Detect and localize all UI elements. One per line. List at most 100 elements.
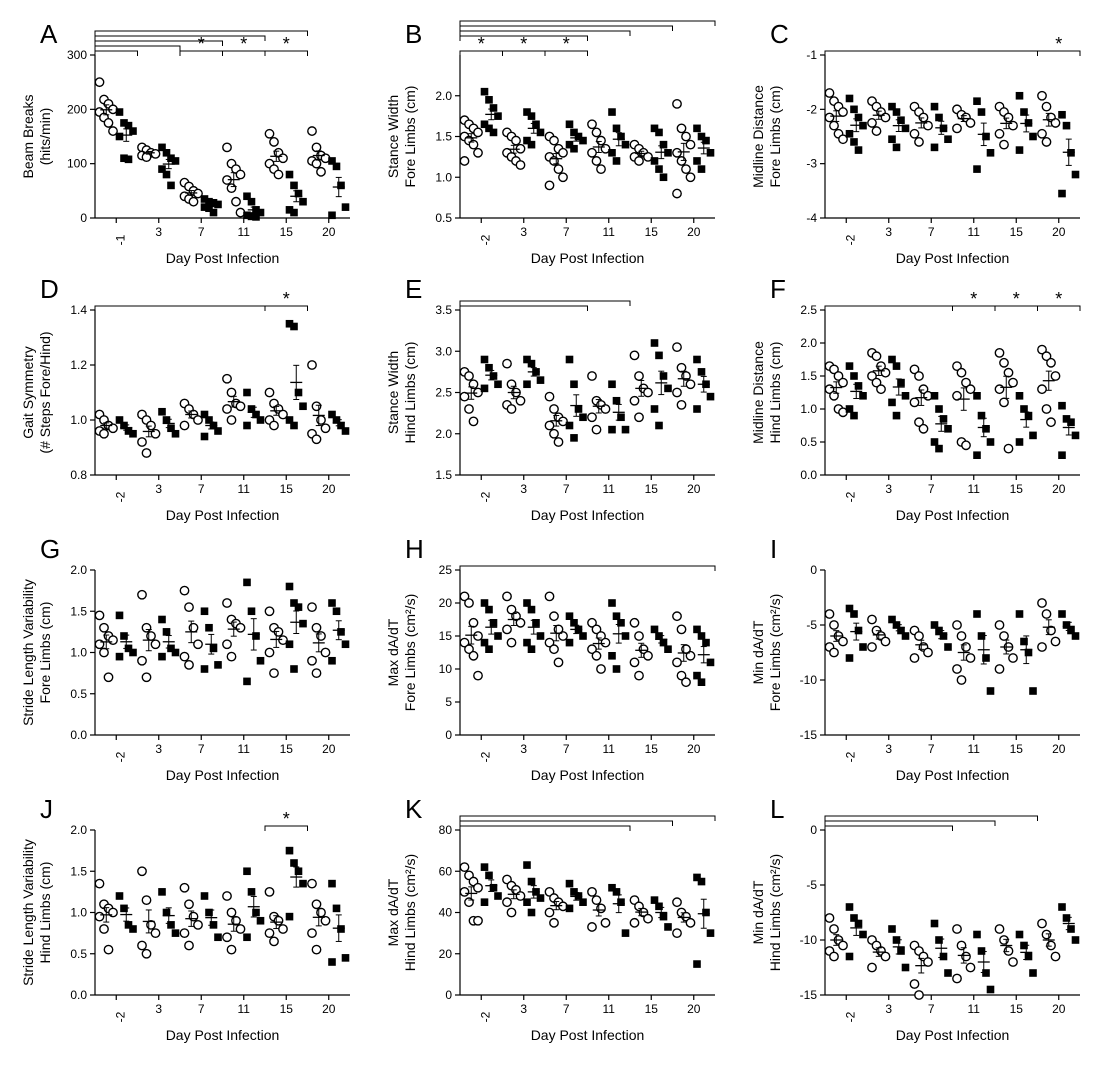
data-point-open xyxy=(587,617,597,628)
x-tick-label: -2 xyxy=(113,1011,127,1022)
data-point-open xyxy=(838,940,848,951)
data-point-open xyxy=(909,653,920,663)
data-point-open xyxy=(676,123,687,134)
data-point-filled xyxy=(294,189,303,198)
data-point-open xyxy=(141,948,152,959)
data-point-open xyxy=(468,379,479,390)
significance-star: * xyxy=(563,34,570,54)
panel-J: J 0.0 0.5 1.0 1.5 2.0 -2 3 7 11 15 20 Day Post Infec… xyxy=(20,794,350,1043)
x-tick-label: 20 xyxy=(322,225,336,239)
data-point-filled xyxy=(494,892,502,900)
data-point-filled xyxy=(939,632,948,640)
y-axis-label: Stride Length VariabilityFore Limbs (cm) xyxy=(20,579,53,726)
data-point-filled xyxy=(1062,914,1071,922)
y-tick-label: 15 xyxy=(439,629,453,643)
data-point-filled xyxy=(485,124,493,133)
data-point-filled xyxy=(480,120,489,129)
significance-bracket xyxy=(1037,305,1081,311)
data-point-filled xyxy=(617,132,625,141)
significance-bracket xyxy=(459,820,673,826)
x-tick-label: 3 xyxy=(520,225,527,239)
data-point-open xyxy=(952,973,962,984)
data-point-filled xyxy=(1071,936,1080,944)
data-point-open xyxy=(1037,344,1047,355)
data-point-filled xyxy=(1062,121,1071,130)
x-tick-label: 20 xyxy=(1052,1002,1066,1016)
data-point-open xyxy=(676,624,687,635)
data-point-filled xyxy=(536,128,545,137)
data-point-filled xyxy=(523,136,531,145)
data-point-open xyxy=(137,589,147,600)
data-point-filled xyxy=(977,947,986,955)
y-tick-label: 1.0 xyxy=(70,646,87,660)
data-point-filled xyxy=(200,665,209,673)
x-tick-label: 11 xyxy=(603,225,616,239)
data-point-filled xyxy=(162,416,171,424)
data-point-open xyxy=(184,659,194,670)
data-point-filled xyxy=(341,203,350,211)
data-point-filled xyxy=(167,154,175,163)
x-tick-label: 3 xyxy=(885,742,892,756)
data-point-open xyxy=(676,362,687,373)
data-point-filled xyxy=(897,378,905,387)
data-point-open xyxy=(544,391,555,402)
y-tick-label: 2.5 xyxy=(800,303,817,317)
data-point-open xyxy=(994,664,1005,674)
y-axis-label-line: Hind Limbs (cm) xyxy=(37,862,53,964)
data-point-open xyxy=(591,127,602,138)
data-point-open xyxy=(226,183,237,194)
y-tick-label: 25 xyxy=(439,563,453,577)
data-point-filled xyxy=(200,195,209,203)
data-point-filled xyxy=(527,359,536,368)
data-point-filled xyxy=(243,867,251,876)
data-point-open xyxy=(311,944,322,955)
data-point-open xyxy=(235,169,246,180)
data-point-filled xyxy=(256,208,265,217)
data-point-filled xyxy=(527,908,536,917)
data-point-open xyxy=(838,377,848,388)
data-point-filled xyxy=(845,903,854,911)
data-point-filled xyxy=(1029,969,1037,977)
data-point-open xyxy=(914,137,924,147)
y-tick-label: 2.0 xyxy=(800,336,817,350)
x-axis-label: Day Post Infection xyxy=(896,250,1010,266)
data-point-filled xyxy=(655,128,663,137)
y-tick-label: 0 xyxy=(810,823,817,837)
data-point-filled xyxy=(612,612,621,620)
panel-letter: H xyxy=(405,534,424,564)
data-point-filled xyxy=(124,155,133,164)
significance-star: * xyxy=(283,809,290,829)
panel-letter: I xyxy=(770,534,777,564)
data-point-filled xyxy=(209,644,218,653)
data-point-filled xyxy=(214,661,222,669)
data-point-open xyxy=(468,650,479,661)
panel-G: G 0.0 0.5 1.0 1.5 2.0 -2 3 7 11 15 20 Day Post Infec… xyxy=(20,534,350,783)
data-point-filled xyxy=(1071,632,1080,640)
data-point-filled xyxy=(252,908,260,917)
data-point-filled xyxy=(664,384,672,393)
data-point-open xyxy=(459,591,470,602)
y-tick-label: 0.8 xyxy=(70,468,87,482)
data-point-open xyxy=(672,928,682,939)
x-tick-label: 11 xyxy=(603,482,616,496)
data-point-open xyxy=(222,932,232,943)
data-point-open xyxy=(591,624,602,635)
data-point-filled xyxy=(328,599,336,607)
significance-bracket xyxy=(459,565,716,571)
y-tick-label: -5 xyxy=(806,878,817,892)
significance-bracket xyxy=(459,35,588,41)
panel-letter: C xyxy=(770,19,789,49)
data-point-open xyxy=(867,642,877,652)
data-point-filled xyxy=(124,427,133,435)
data-point-open xyxy=(264,387,275,398)
data-point-filled xyxy=(1058,401,1066,410)
x-tick-label: -2 xyxy=(478,491,492,502)
data-point-filled xyxy=(523,380,531,389)
data-point-filled xyxy=(621,632,630,640)
data-point-open xyxy=(871,126,882,136)
y-axis-label-line: Fore Limbs (cm) xyxy=(767,86,783,188)
x-tick-label: 7 xyxy=(563,742,570,756)
data-point-open xyxy=(1050,371,1061,381)
data-point-open xyxy=(311,899,322,910)
data-point-filled xyxy=(252,632,260,640)
